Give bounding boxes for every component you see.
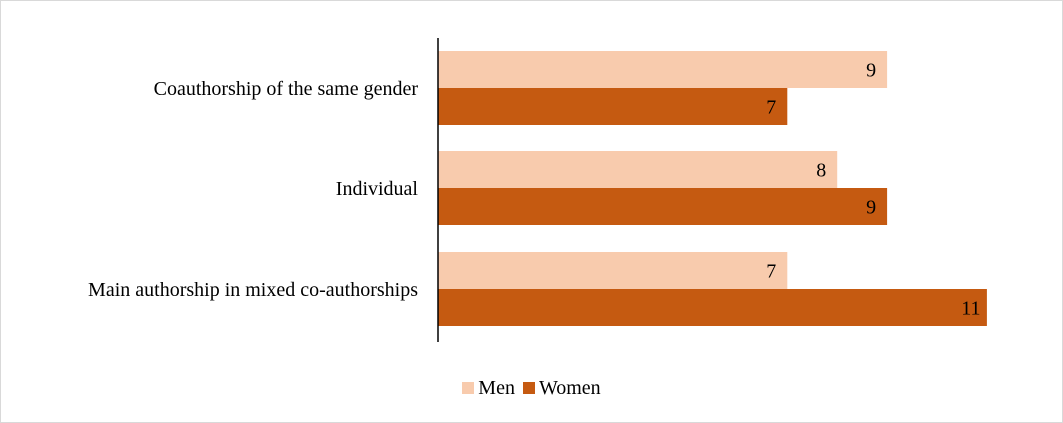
legend-label-women: Women [538, 377, 601, 399]
bar-men-2 [438, 151, 838, 188]
data-label-men-2: 8 [816, 160, 826, 182]
data-label-men-3: 7 [766, 261, 776, 283]
bar-men-3 [438, 252, 788, 289]
chart-legend: Men Women [0, 376, 1063, 400]
legend-item-men: Men [462, 376, 515, 400]
data-label-women-1: 7 [766, 97, 776, 119]
bar-women-3 [438, 289, 987, 326]
legend-label-men: Men [478, 377, 515, 399]
legend-swatch-men [462, 382, 475, 394]
bar-men-1 [438, 51, 888, 88]
category-label-3: Main authorship in mixed co-authorships [88, 279, 418, 301]
bar-women-1 [438, 88, 788, 125]
legend-item-women: Women [522, 376, 601, 400]
legend-swatch-women [522, 382, 535, 394]
bar-women-2 [438, 188, 888, 225]
data-label-women-3: 11 [961, 298, 980, 320]
data-label-men-1: 9 [866, 60, 876, 82]
category-label-1: Coauthorship of the same gender [154, 78, 419, 100]
category-label-2: Individual [336, 178, 419, 200]
data-label-women-2: 9 [866, 197, 876, 219]
